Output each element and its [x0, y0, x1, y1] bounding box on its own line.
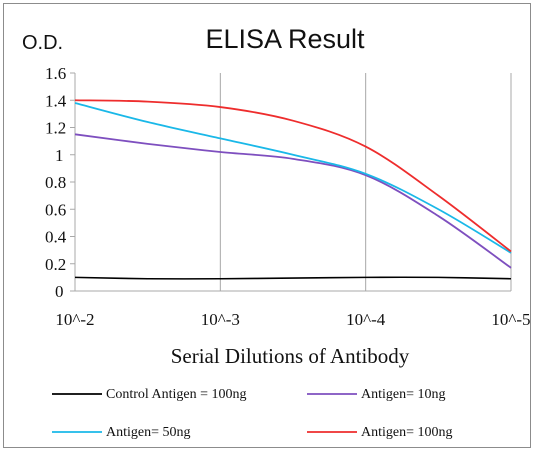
x-tick-label: 10^-3 — [201, 310, 240, 329]
x-tick-label: 10^-4 — [346, 310, 386, 329]
y-axis-label: O.D. — [22, 32, 63, 54]
y-tick-label: 0.2 — [45, 255, 66, 274]
y-tick-label: 1.4 — [45, 91, 67, 110]
legend-label-control-antigen-100ng: Control Antigen = 100ng — [106, 387, 247, 402]
legend-label-antigen-100ng: Antigen= 100ng — [361, 425, 453, 440]
y-tick-label: 1.6 — [45, 64, 66, 83]
series-line-antigen-50ng — [74, 102, 512, 254]
legend-label-antigen-10ng: Antigen= 10ng — [361, 387, 446, 402]
x-tick-label: 10^-5 — [491, 310, 530, 329]
series-line-control-antigen-100ng — [74, 276, 512, 280]
y-tick-label: 1 — [55, 146, 64, 165]
x-tick-label: 10^-2 — [55, 310, 94, 329]
y-tick-label: 0.8 — [45, 173, 66, 192]
series-line-antigen-10ng — [74, 133, 512, 269]
y-tick-label: 0.6 — [45, 200, 66, 219]
y-tick-label: 1.2 — [45, 119, 66, 138]
y-tick-label: 0.4 — [45, 228, 67, 247]
chart-frame — [3, 3, 531, 448]
chart-title: ELISA Result — [205, 24, 365, 54]
series-line-antigen-100ng — [74, 99, 512, 253]
y-tick-label: 0 — [55, 282, 64, 301]
x-axis-title: Serial Dilutions of Antibody — [171, 344, 410, 368]
legend-label-antigen-50ng: Antigen= 50ng — [106, 425, 191, 440]
